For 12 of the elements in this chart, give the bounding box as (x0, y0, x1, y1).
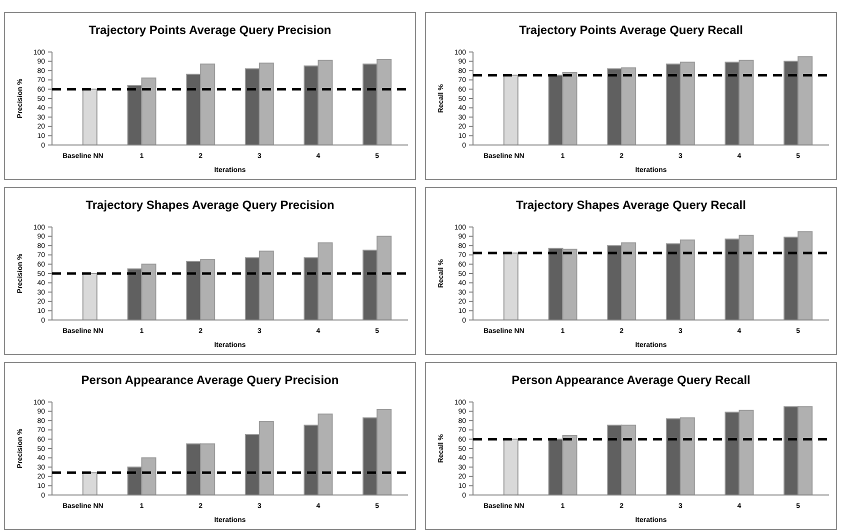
chart-title: Trajectory Points Average Query Recall (519, 23, 743, 37)
chart-title: Trajectory Shapes Average Query Recall (516, 198, 746, 212)
bar (82, 88, 98, 146)
bar (503, 438, 518, 496)
chart-title: Trajectory Points Average Query Precision (88, 23, 332, 37)
bar (503, 252, 518, 320)
bar (82, 472, 98, 496)
chart-title: Person Appearance Average Query Recall (512, 373, 750, 387)
chart-title: Trajectory Shapes Average Query Precision (86, 198, 334, 212)
chart-title: Person Appearance Average Query Precision (81, 373, 339, 387)
bar (82, 273, 98, 320)
bar (503, 74, 518, 146)
